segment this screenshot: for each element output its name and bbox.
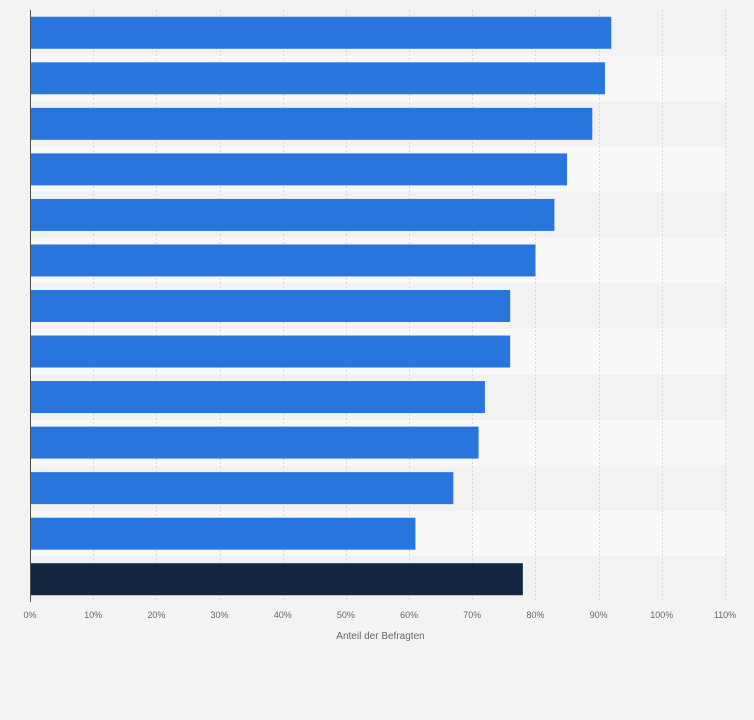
x-tick-label: 70% — [463, 610, 481, 620]
bar — [30, 381, 485, 414]
x-tick-labels: 0% 10% 20% 30% 40% 50% 60% 70% 80% 90% 100% 110% — [23, 610, 736, 620]
x-tick-label: 40% — [274, 610, 292, 620]
x-tick-label: 60% — [400, 610, 418, 620]
bar — [30, 517, 416, 550]
bar — [30, 198, 555, 231]
bar — [30, 107, 593, 140]
bar — [30, 472, 454, 505]
bars — [30, 16, 612, 596]
bar-highlight — [30, 563, 523, 596]
x-tick-label: 20% — [147, 610, 165, 620]
bar — [30, 426, 479, 459]
x-tick-label: 30% — [211, 610, 229, 620]
x-tick-label: 100% — [650, 610, 673, 620]
bar — [30, 16, 612, 49]
x-axis-title: Anteil der Befragten — [336, 631, 424, 642]
bar — [30, 290, 511, 322]
bar — [30, 153, 568, 186]
x-tick-label: 110% — [714, 610, 736, 620]
bar — [30, 244, 536, 277]
bar — [30, 62, 605, 95]
x-tick-label: 0% — [23, 610, 36, 620]
x-tick-label: 50% — [337, 610, 355, 620]
x-tick-label: 10% — [84, 610, 102, 620]
bar — [30, 335, 511, 368]
x-tick-label: 90% — [590, 610, 608, 620]
x-tick-label: 80% — [526, 610, 544, 620]
